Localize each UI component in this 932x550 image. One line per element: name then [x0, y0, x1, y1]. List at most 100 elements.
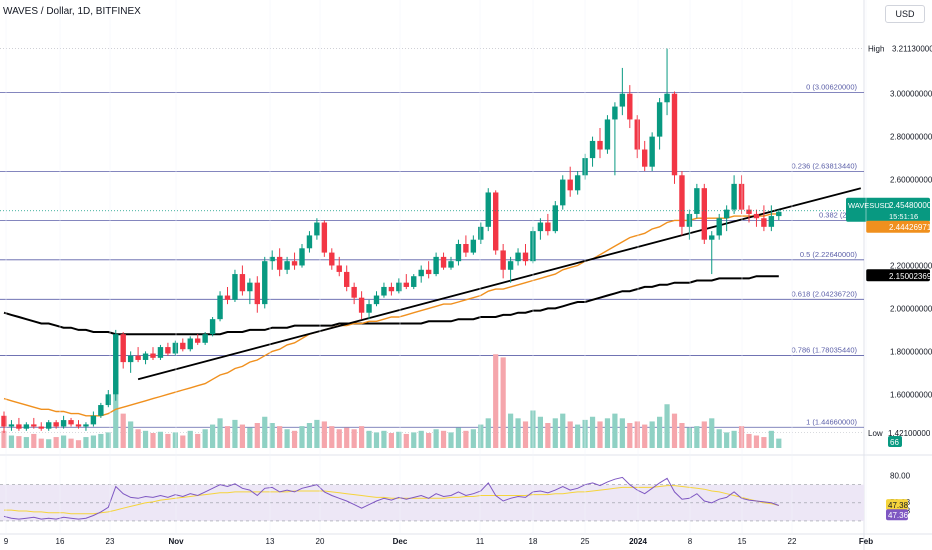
candle-body: [180, 342, 186, 350]
fib-level-label: 0 (3.00620000): [806, 82, 857, 91]
last-price-badge: [846, 197, 930, 222]
currency-button[interactable]: USD: [885, 5, 925, 23]
volume-bar: [619, 418, 625, 448]
candle-body: [746, 209, 752, 214]
candle-body: [83, 424, 89, 427]
volume-bar: [61, 435, 67, 448]
volume-bar: [202, 429, 208, 448]
volume-bar: [545, 423, 551, 448]
volume-bar: [373, 432, 380, 448]
ema200-value: 2.15002369: [889, 272, 932, 281]
price-tick-label: 2.80000000: [890, 133, 932, 142]
volume-bar: [649, 421, 655, 448]
candle-body: [515, 252, 521, 262]
candle-body: [187, 338, 193, 350]
volume-bar: [336, 429, 342, 448]
candle-body: [493, 192, 499, 251]
volume-bar: [187, 430, 193, 448]
rsi-line: [3, 476, 779, 520]
rsi-ma-value: 47.38: [888, 501, 909, 510]
volume-bar: [135, 429, 141, 448]
candle-body: [753, 213, 760, 219]
candle-body: [388, 286, 395, 292]
volume-bar: [508, 413, 514, 448]
price-tick-label: 2.20000000: [890, 261, 932, 270]
volume-bar: [589, 416, 596, 448]
candle-body: [500, 250, 506, 270]
volume-bar: [314, 419, 320, 448]
candle-body: [619, 93, 626, 107]
candle-body: [232, 274, 238, 300]
candle-body: [60, 420, 67, 427]
low-value: 1.42100000: [888, 429, 931, 438]
volume-bar: [694, 426, 700, 448]
candle-body: [247, 282, 253, 292]
price-tick-label: 1.60000000: [890, 390, 932, 399]
volume-bar: [351, 429, 357, 448]
price-tick-label: 3.00000000: [890, 90, 932, 99]
trend-line: [137, 187, 862, 381]
volume-bar: [83, 437, 89, 448]
volume-bar: [455, 427, 462, 448]
volume-bar: [180, 435, 186, 448]
volume-bar: [277, 426, 283, 448]
rsi-value: 47.36: [888, 511, 909, 520]
volume-bar: [657, 416, 663, 448]
time-tick-label: 25: [581, 537, 590, 546]
volume-bar: [210, 424, 216, 448]
candle-body: [172, 342, 179, 354]
candle-body: [589, 140, 596, 159]
volume-bar: [224, 426, 231, 448]
time-tick-label: 11: [476, 537, 485, 546]
candle-body: [694, 188, 700, 214]
volume-bar: [254, 423, 260, 448]
volume-bar: [291, 430, 298, 448]
volume-bar: [8, 435, 15, 448]
rsi-ma-badge: [886, 499, 908, 511]
candle-body: [336, 265, 342, 272]
time-tick-label: 22: [788, 537, 797, 546]
candle-body: [671, 93, 678, 176]
volume-bar: [671, 413, 678, 448]
candle-body: [396, 282, 402, 292]
candle-body: [738, 183, 745, 210]
fib-level-label: 0.382 (2.41: [819, 210, 857, 219]
candle-body: [567, 179, 573, 191]
volume-bar: [269, 423, 275, 448]
candle-body: [485, 192, 491, 227]
candle-body: [560, 179, 566, 206]
volume-bar: [761, 437, 767, 448]
volume-bar: [426, 433, 432, 448]
volume-bar: [329, 426, 335, 448]
volume-bar: [31, 433, 37, 448]
volume-bar: [381, 430, 387, 448]
candle-body: [664, 93, 670, 103]
volume-bar: [634, 421, 640, 448]
volume-bar: [403, 433, 409, 448]
candle-body: [142, 353, 149, 360]
candle-body: [329, 252, 335, 266]
candle-body: [269, 256, 275, 262]
high-value: 3.21130000: [892, 44, 932, 53]
low-label: Low: [868, 429, 883, 438]
volume-bar: [604, 418, 611, 448]
candle-body: [195, 338, 201, 343]
bar-countdown: 15:51:16: [889, 212, 918, 221]
volume-bar: [344, 427, 350, 448]
candle-body: [507, 261, 514, 270]
volume-bar: [776, 438, 782, 448]
time-tick-label: 23: [106, 537, 115, 546]
volume-bar: [612, 413, 618, 448]
candle-body: [150, 353, 156, 358]
volume-bar: [597, 421, 603, 448]
candle-body: [46, 422, 52, 429]
time-tick-label: 18: [529, 537, 538, 546]
last-price-symbol: WAVESUSD: [848, 201, 891, 210]
volume-bar: [493, 354, 499, 448]
volume-bar: [68, 438, 74, 448]
candle-body: [113, 334, 119, 395]
candle-body: [701, 188, 707, 240]
candle-body: [217, 295, 223, 320]
candle-body: [135, 355, 141, 360]
